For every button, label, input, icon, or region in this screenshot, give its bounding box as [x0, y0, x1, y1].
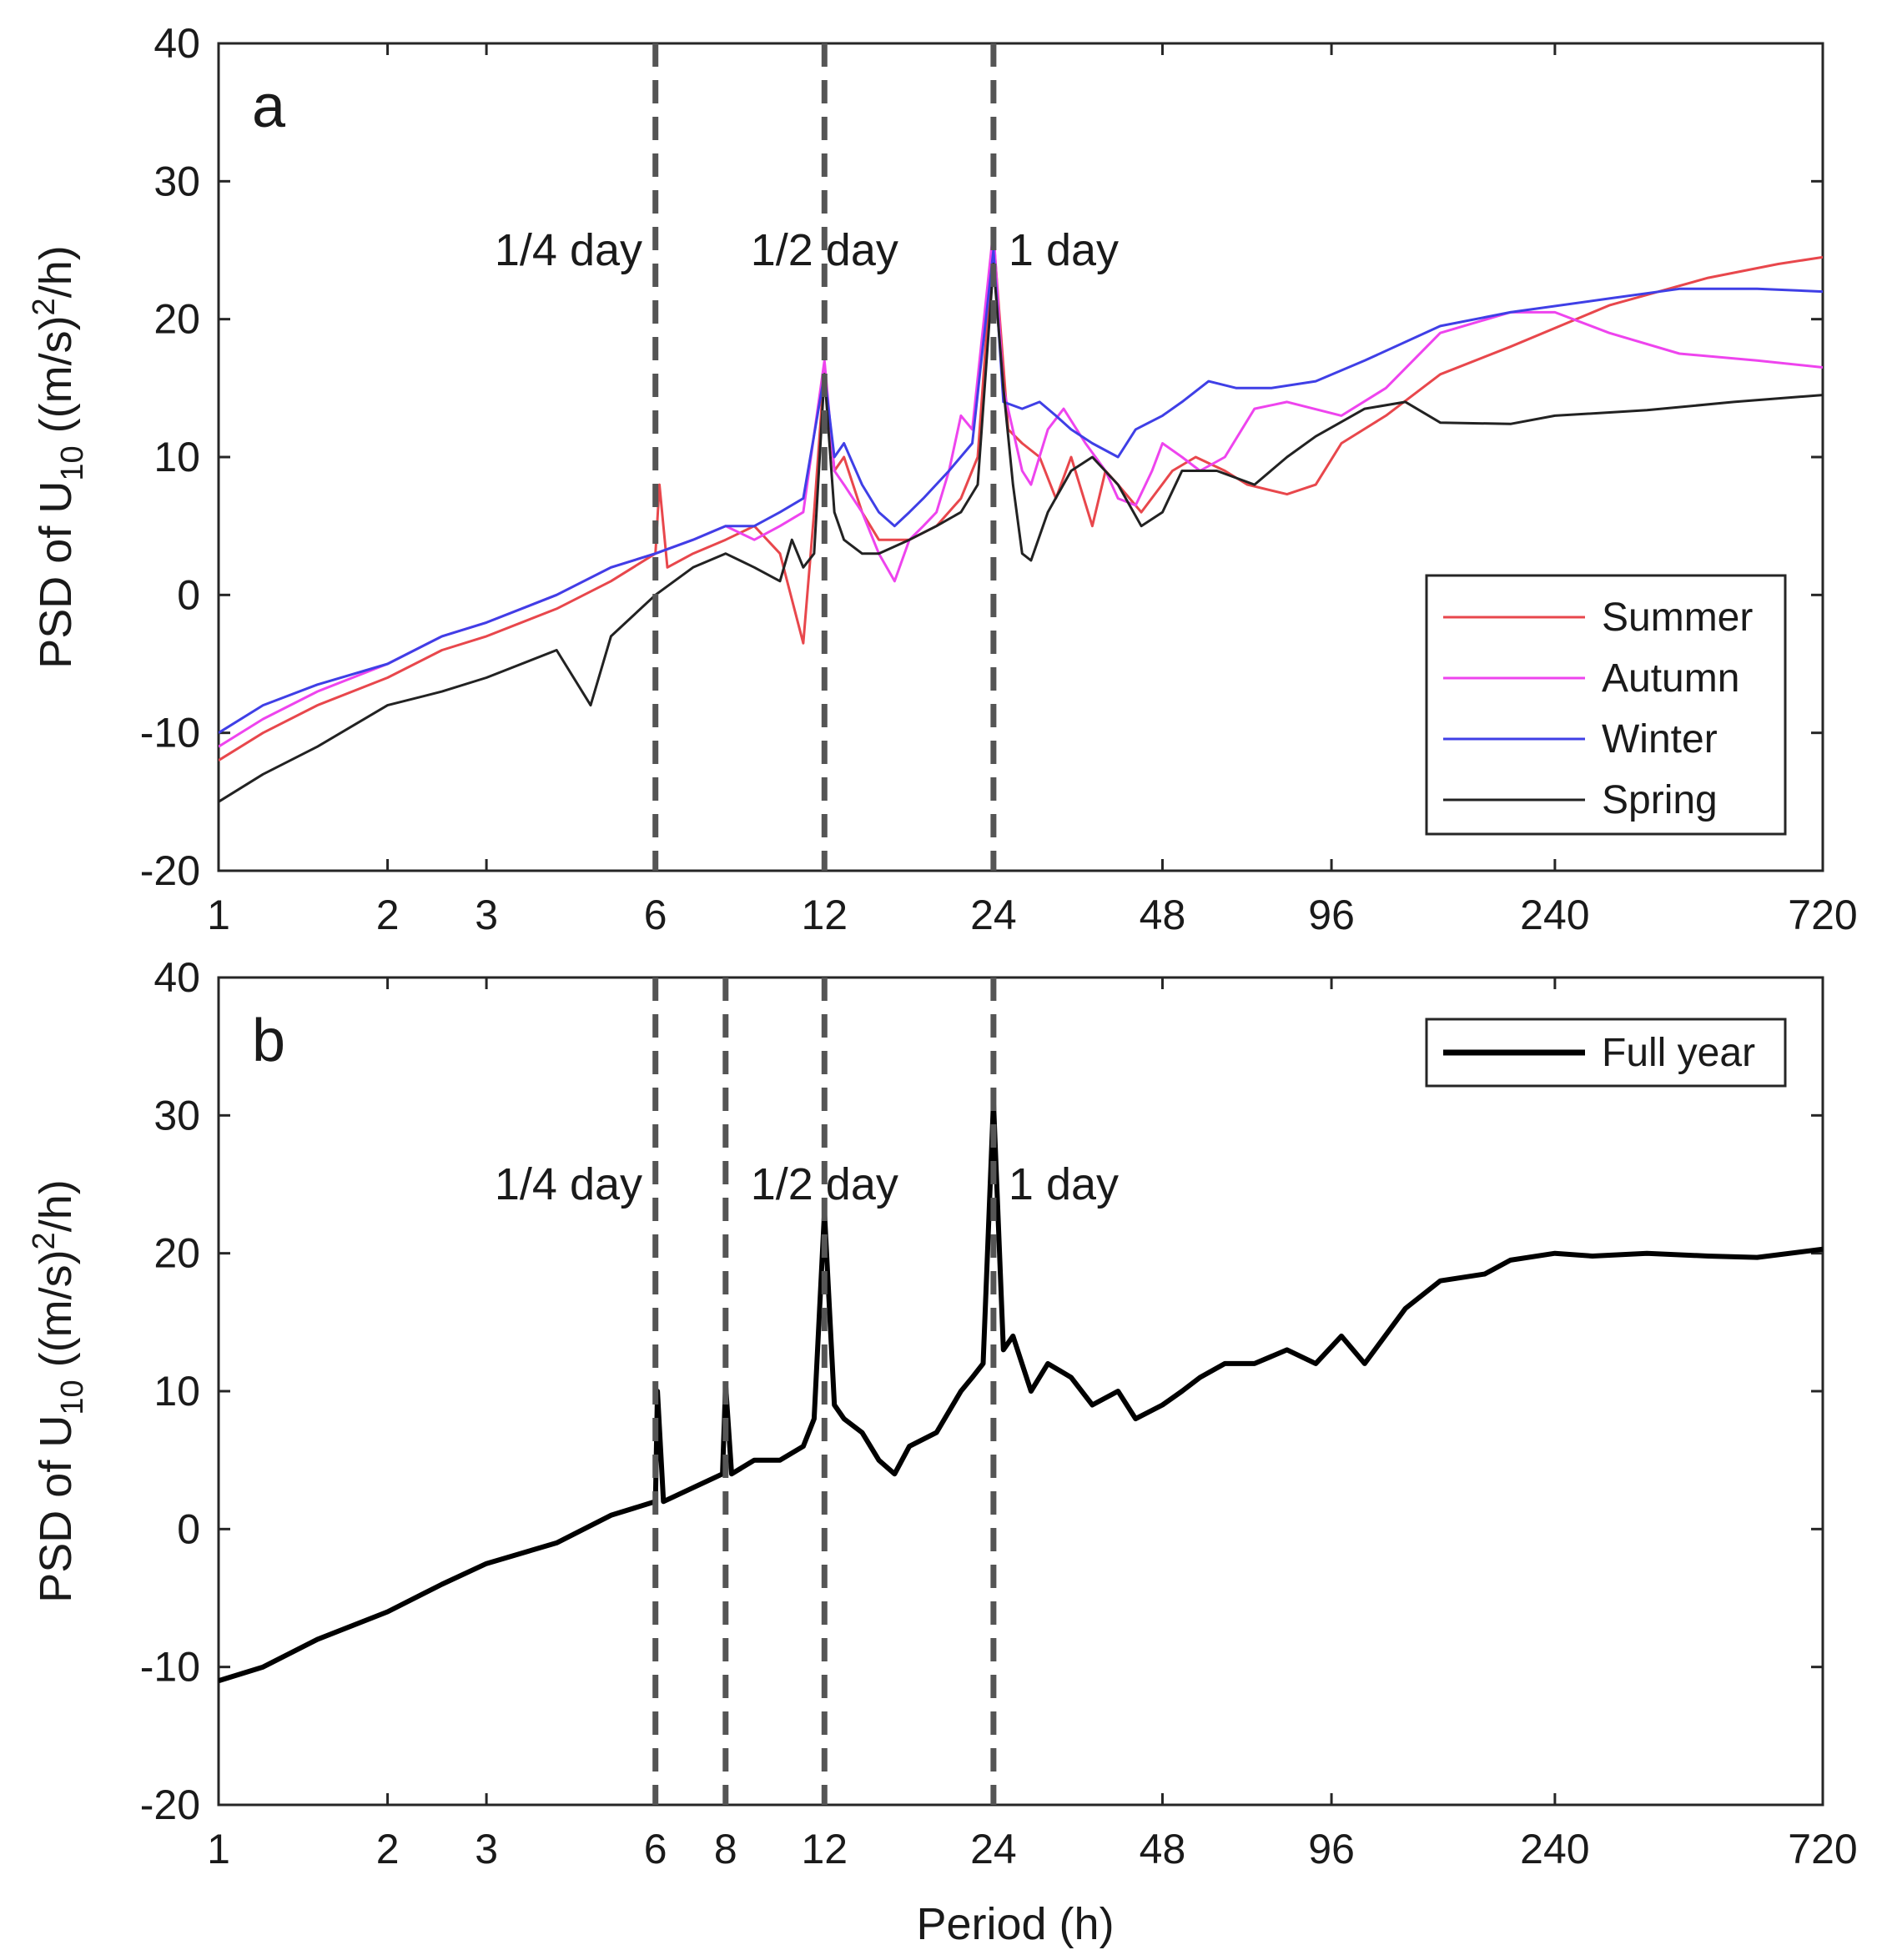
y-tick-label: 40: [153, 20, 200, 67]
x-tick-label: 1: [207, 892, 230, 938]
legend-label: Autumn: [1602, 656, 1739, 701]
x-tick-label: 240: [1520, 892, 1589, 938]
y-tick-label: 30: [153, 1092, 200, 1138]
panel-label: b: [252, 1008, 285, 1074]
legend: Full year: [1425, 1018, 1787, 1088]
legend-label: Spring: [1602, 778, 1718, 822]
x-tick-label: 1: [207, 1826, 230, 1872]
y-tick-label: 20: [153, 1230, 200, 1277]
period-annotation: 1 day: [1009, 225, 1119, 275]
y-tick-label: 0: [177, 1505, 200, 1552]
y-axis-title: PSD of U10 ((m/s)2/h): [27, 245, 90, 668]
legend-label: Summer: [1602, 596, 1753, 640]
x-tick-label: 2: [376, 1826, 400, 1872]
y-tick-label: -10: [140, 710, 200, 756]
y-axis-title: PSD of U10 ((m/s)2/h): [27, 1179, 90, 1602]
y-tick-label: 30: [153, 158, 200, 204]
x-tick-label: 240: [1520, 1826, 1589, 1872]
series-group: [219, 1098, 1823, 1684]
series-line-full-year: [219, 1098, 1823, 1684]
x-tick-label: 720: [1788, 892, 1857, 938]
y-tick-label: 10: [153, 434, 200, 480]
legend-box: [1425, 574, 1787, 836]
x-tick-label: 720: [1788, 1826, 1857, 1872]
x-tick-label: 3: [475, 892, 498, 938]
period-annotation: 1/4 day: [495, 225, 642, 275]
x-tick-label: 2: [376, 892, 400, 938]
x-tick-label: 12: [801, 892, 848, 938]
y-tick-label: 40: [153, 954, 200, 1001]
x-tick-label: 8: [714, 1826, 737, 1872]
panel-label: a: [252, 73, 286, 140]
x-tick-label: 24: [970, 1826, 1017, 1872]
x-tick-label: 24: [970, 892, 1017, 938]
legend-label: Full year: [1602, 1031, 1755, 1075]
period-annotation: 1 day: [1009, 1159, 1119, 1209]
y-tick-label: 20: [153, 296, 200, 343]
x-tick-label: 96: [1308, 1826, 1355, 1872]
x-tick-label: 96: [1308, 892, 1355, 938]
x-tick-label: 6: [644, 892, 667, 938]
y-tick-label: 0: [177, 571, 200, 618]
y-tick-label: -20: [140, 1782, 200, 1828]
series-line-winter: [219, 249, 1823, 734]
y-tick-label: -10: [140, 1644, 200, 1691]
period-annotation: 1/2 day: [751, 1159, 898, 1209]
x-tick-label: 48: [1140, 892, 1186, 938]
y-tick-label: 10: [153, 1368, 200, 1415]
x-tick-label: 3: [475, 1826, 498, 1872]
x-axis-title: Period (h): [916, 1899, 1114, 1949]
x-tick-label: 12: [801, 1826, 848, 1872]
x-tick-label: 48: [1140, 1826, 1186, 1872]
series-line-spring: [219, 263, 1823, 803]
legend: Summer Autumn Winter Spring: [1425, 574, 1787, 836]
period-annotation: 1/4 day: [495, 1159, 642, 1209]
period-annotation: 1/2 day: [751, 225, 898, 275]
legend-label: Winter: [1602, 717, 1718, 761]
x-tick-label: 6: [644, 1826, 667, 1872]
y-tick-label: -20: [140, 847, 200, 894]
